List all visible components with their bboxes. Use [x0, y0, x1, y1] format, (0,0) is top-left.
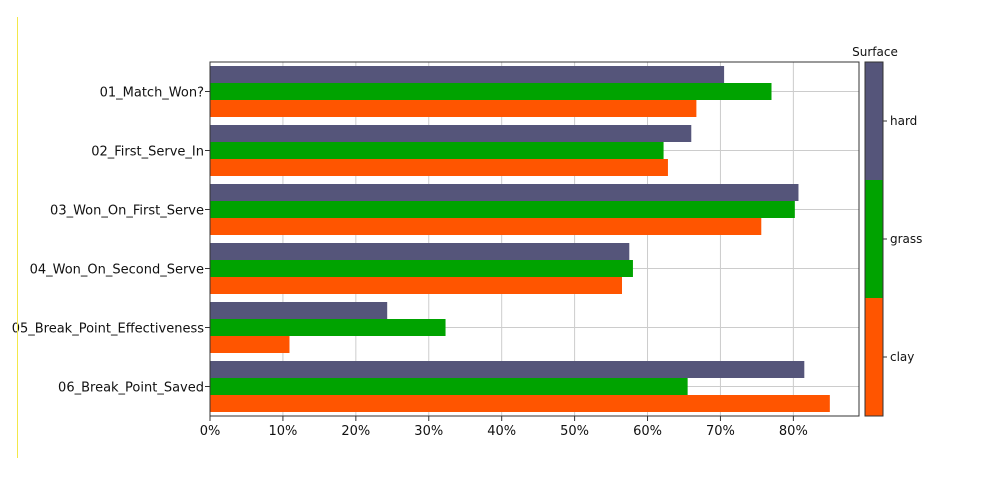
- x-tick-label: 10%: [268, 424, 297, 439]
- x-tick-label: 80%: [779, 424, 808, 439]
- bar-clay: [210, 395, 830, 412]
- bar-clay: [210, 336, 290, 353]
- bar-clay: [210, 159, 668, 176]
- bar-grass: [210, 260, 633, 277]
- y-tick-layer: 01_Match_Won? 02_First_Serve_In 03_Won_On_…: [12, 86, 210, 396]
- bar-clay: [210, 277, 623, 294]
- bar-hard: [210, 243, 630, 260]
- bar-hard: [210, 184, 799, 201]
- bars-layer: [210, 66, 830, 412]
- colorbar-frame: [864, 61, 884, 417]
- bar-hard: [210, 361, 805, 378]
- y-tick-label: 05_Break_Point_Effectiveness: [12, 322, 205, 337]
- x-tick-layer: 0% 10% 20% 30% 40% 50% 60% 70% 80%: [200, 416, 808, 439]
- left-guide-line: [17, 17, 18, 458]
- plot-frame: [209, 61, 860, 417]
- colorbar-layer: Surface hard grass clay: [852, 45, 922, 417]
- bar-grass: [210, 142, 664, 159]
- y-tick-label: 01_Match_Won?: [100, 86, 204, 101]
- colorbar-segment-clay: [865, 298, 883, 416]
- x-tick-label: 20%: [341, 424, 370, 439]
- bar-hard: [210, 125, 692, 142]
- colorbar-label: grass: [890, 232, 922, 246]
- x-tick-label: 50%: [560, 424, 589, 439]
- colorbar-segment-hard: [865, 62, 883, 180]
- x-tick-label: 70%: [706, 424, 735, 439]
- y-tick-label: 03_Won_On_First_Serve: [50, 204, 204, 219]
- y-tick-label: 04_Won_On_Second_Serve: [30, 263, 204, 278]
- x-tick-label: 0%: [200, 424, 221, 439]
- colorbar-label: hard: [890, 114, 917, 128]
- bar-hard: [210, 302, 388, 319]
- bar-grass: [210, 319, 446, 336]
- colorbar-segment-grass: [865, 180, 883, 298]
- x-tick-label: 60%: [633, 424, 662, 439]
- bar-clay: [210, 218, 762, 235]
- bar-grass: [210, 83, 772, 100]
- bar-hard: [210, 66, 725, 83]
- colorbar-label: clay: [890, 350, 914, 364]
- x-tick-label: 30%: [414, 424, 443, 439]
- x-tick-label: 40%: [487, 424, 516, 439]
- y-tick-label: 06_Break_Point_Saved: [58, 381, 204, 396]
- y-tick-label: 02_First_Serve_In: [91, 145, 204, 160]
- bar-grass: [210, 201, 795, 218]
- colorbar-title: Surface: [852, 45, 898, 59]
- bar-clay: [210, 100, 697, 117]
- bar-grass: [210, 378, 688, 395]
